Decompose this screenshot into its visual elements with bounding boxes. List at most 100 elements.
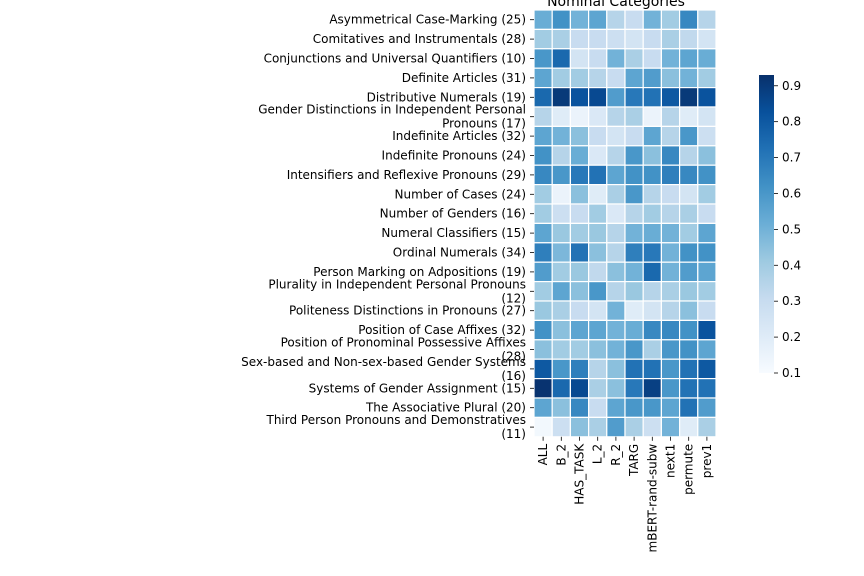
heatmap-cell [587,339,608,360]
row-label: Indefinite Pronouns (24) [382,149,526,163]
heatmap-cell [660,378,681,399]
heatmap-cell [642,242,663,263]
heatmap-cell [551,242,572,263]
heatmap-cell [624,48,644,69]
heatmap-cell [624,261,644,283]
heatmap-cell [587,28,608,50]
heatmap-cell [678,28,699,50]
colorbar: 0.1 0.2 0.3 0.4 0.5 0.6 0.7 0.8 0.9 [759,75,801,380]
heatmap-cell [606,48,626,69]
column-labels: ALL B_2 HAS_TASK L_2 R_2 TARG mBERT-rand-subw n… [536,436,714,552]
heatmap-cell [533,300,553,321]
heatmap-cell [660,125,681,147]
heatmap-cell [569,67,590,89]
heatmap-cell [551,222,572,244]
heatmap-cell [624,125,644,147]
heatmap-cell [606,184,626,205]
row-label: Gender Distinctions in Independent Perso… [258,103,526,117]
heatmap-cell [606,28,626,50]
heatmap-cell [533,319,553,341]
heatmap-cell [642,416,663,438]
heatmap-cell [569,184,590,205]
heatmap-cell [624,9,644,30]
heatmap-cell [697,261,717,283]
heatmap-cell [678,281,699,302]
heatmap-cell [678,164,699,186]
heatmap-cell [642,184,663,205]
heatmap-cell [642,125,663,147]
heatmap-cell [697,9,717,30]
heatmap-cell [606,145,626,166]
row-label: (12) [501,291,526,305]
heatmap-cell [697,319,717,341]
heatmap-cell [569,125,590,147]
heatmap-cell [533,145,553,166]
heatmap-cell [624,416,644,438]
heatmap-cell [606,261,626,283]
heatmap-cell [697,184,717,205]
heatmap-cell [533,67,553,89]
heatmap-cell [606,281,626,302]
heatmap-cell [551,125,572,147]
row-label: Intensifiers and Reflexive Pronouns (29) [287,168,526,182]
row-label: (28) [501,350,526,364]
heatmap-cell [660,9,681,30]
heatmap-cell [678,339,699,360]
heatmap-cell [660,397,681,418]
heatmap-cell [569,164,590,186]
heatmap-cell [678,242,699,263]
heatmap-cell [569,358,590,380]
heatmap-cell [678,125,699,147]
row-label: Position of Pronominal Possessive Affixe… [281,336,526,350]
heatmap-cell [624,242,644,263]
colorbar-tick-label: 0.8 [782,115,801,129]
heatmap-cells [533,9,717,438]
heatmap-cell [551,184,572,205]
column-label: ALL [536,443,550,465]
heatmap-cell [624,397,644,418]
heatmap-cell [697,281,717,302]
heatmap-cell [533,125,553,147]
heatmap-cell [606,125,626,147]
heatmap-cell [624,319,644,341]
heatmap-cell [587,106,608,127]
row-label: Asymmetrical Case-Marking (25) [329,13,526,27]
heatmap-cell [678,106,699,127]
colorbar-tick-label: 0.3 [782,294,801,308]
heatmap-cell [660,28,681,50]
heatmap-cell [678,397,699,418]
heatmap-cell [551,378,572,399]
heatmap-cell [587,184,608,205]
heatmap-cell [606,203,626,224]
heatmap-cell [551,203,572,224]
heatmap-cell [587,145,608,166]
heatmap-cell [569,48,590,69]
heatmap-cell [569,9,590,30]
heatmap-cell [624,378,644,399]
heatmap-cell [533,281,553,302]
heatmap-cell [533,339,553,360]
heatmap-cell [569,86,590,108]
heatmap-cell [678,378,699,399]
row-label: Ordinal Numerals (34) [393,246,526,260]
heatmap-cell [533,106,553,127]
heatmap-cell [569,300,590,321]
heatmap-cell [678,319,699,341]
heatmap-cell [660,164,681,186]
heatmap-cell [606,416,626,438]
column-label: R_2 [609,444,623,466]
column-label: HAS_TASK [573,443,587,505]
heatmap-cell [587,358,608,380]
heatmap-cell [551,397,572,418]
heatmap-cell [660,145,681,166]
heatmap-cell [606,222,626,244]
heatmap-cell [660,106,681,127]
heatmap-cell [660,261,681,283]
heatmap-cell [569,242,590,263]
heatmap-cell [697,125,717,147]
heatmap-cell [569,416,590,438]
heatmap-cell [551,358,572,380]
heatmap-cell [587,203,608,224]
heatmap-cell [624,164,644,186]
